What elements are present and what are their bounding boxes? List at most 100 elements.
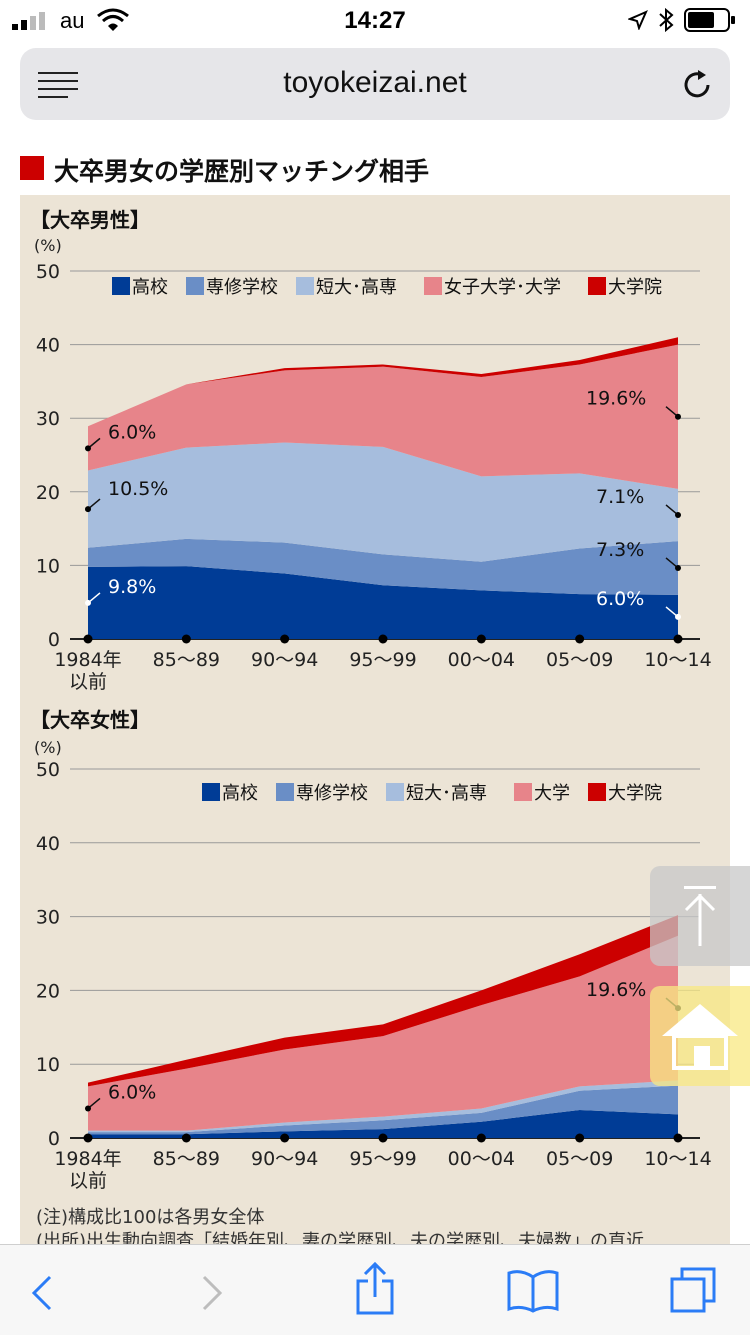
y-tick-label: 10	[36, 1054, 60, 1076]
chart-1: 【大卒女性】 (%) 0 10 20 30 40 50 1984年以前 85〜89 90〜94 95〜…	[30, 708, 712, 1192]
x-tick-line: 1984年	[54, 649, 121, 671]
legend-swatch	[386, 783, 404, 801]
y-tick-label: 30	[36, 408, 60, 430]
battery-icon	[684, 8, 735, 32]
x-tick-label: 90〜94	[251, 1148, 318, 1170]
status-time: 14:27	[344, 7, 406, 34]
share-icon[interactable]	[354, 1261, 396, 1317]
area-専修学校	[88, 538, 678, 595]
url-text[interactable]: toyokeizai.net	[283, 66, 467, 99]
annotation-label: 7.1%	[596, 486, 644, 508]
y-tick-label: 30	[36, 907, 60, 929]
y-tick-label: 0	[48, 1128, 60, 1150]
x-tick-line: 90〜94	[251, 1148, 318, 1170]
annotation-label: 6.0%	[108, 1081, 156, 1103]
address-bar[interactable]: toyokeizai.net	[20, 48, 730, 120]
y-tick-label: 50	[36, 261, 60, 283]
x-axis-dot	[476, 634, 486, 644]
x-tick-line: 10〜14	[644, 1148, 711, 1170]
annotation-dot	[85, 506, 91, 513]
x-tick-label: 1984年以前	[54, 1148, 121, 1192]
area-短大･高専	[88, 1080, 678, 1133]
y-tick-label: 20	[36, 980, 60, 1002]
x-tick-line: 90〜94	[251, 649, 318, 671]
legend-label: 専修学校	[296, 783, 368, 804]
carrier-label: au	[60, 8, 85, 33]
x-tick-label: 10〜14	[644, 1148, 711, 1170]
x-tick-line: 1984年	[54, 1148, 121, 1170]
browser-toolbar	[0, 1244, 750, 1335]
x-tick-line: 05〜09	[546, 1148, 613, 1170]
legend-label: 大学院	[608, 783, 662, 804]
annotation-label: 19.6%	[586, 979, 646, 1001]
annotation-label: 6.0%	[596, 588, 644, 610]
x-tick-line: 以前	[69, 671, 107, 693]
legend-swatch	[112, 277, 130, 295]
legend-swatch	[276, 783, 294, 801]
forward-chevron-icon[interactable]	[196, 1273, 226, 1313]
back-chevron-icon[interactable]	[28, 1273, 58, 1313]
x-axis-dot	[673, 634, 683, 644]
y-unit-label: (%)	[34, 236, 62, 255]
y-tick-label: 40	[36, 335, 60, 357]
y-tick-label: 50	[36, 759, 60, 781]
x-tick-line: 85〜89	[153, 1148, 220, 1170]
x-tick-label: 00〜04	[448, 649, 515, 671]
x-tick-label: 85〜89	[153, 649, 220, 671]
area-高校	[88, 566, 678, 639]
reload-icon[interactable]	[680, 68, 714, 102]
legend-label: 高校	[222, 783, 258, 804]
signal-icon	[12, 12, 45, 30]
x-tick-line: 95〜99	[349, 1148, 416, 1170]
x-tick-label: 1984年以前	[54, 649, 121, 693]
annotation-dot	[85, 599, 91, 606]
y-unit-label: (%)	[34, 738, 62, 757]
annotation-dot	[675, 413, 681, 420]
annotation-label: 6.0%	[108, 421, 156, 443]
x-axis-dot	[83, 1133, 93, 1143]
annotation-label: 9.8%	[108, 576, 156, 598]
legend-label: 女子大学･大学	[444, 277, 561, 298]
area-大学院	[88, 915, 678, 1087]
x-tick-line: 10〜14	[644, 649, 711, 671]
scroll-top-button[interactable]	[650, 866, 750, 966]
wifi-icon	[97, 8, 129, 31]
annotation-dot	[675, 613, 681, 620]
chart-source: (出所)出生動向調査「結婚年別、妻の学歴別、夫の学歴別、夫婦数」の直近	[36, 1231, 644, 1245]
x-tick-line: 00〜04	[448, 1148, 515, 1170]
area-女子大学･大学	[88, 344, 678, 489]
home-button[interactable]	[650, 986, 750, 1086]
bluetooth-icon	[659, 8, 674, 32]
chart-title: 【大卒女性】	[30, 708, 150, 732]
y-tick-label: 20	[36, 482, 60, 504]
x-tick-label: 95〜99	[349, 1148, 416, 1170]
x-axis-dot	[83, 634, 93, 644]
legend-label: 大学院	[608, 277, 662, 298]
tabs-icon[interactable]	[668, 1265, 718, 1315]
legend-label: 専修学校	[206, 277, 278, 298]
annotation-dot	[675, 564, 681, 571]
x-axis-dot	[575, 1133, 585, 1143]
x-axis-dot	[378, 634, 388, 644]
location-icon	[628, 10, 648, 30]
legend-swatch	[588, 277, 606, 295]
annotation-label: 7.3%	[596, 539, 644, 561]
x-tick-line: 00〜04	[448, 649, 515, 671]
area-専修学校	[88, 1085, 678, 1135]
annotation-dot	[85, 1105, 91, 1112]
bookmarks-book-icon[interactable]	[506, 1269, 560, 1313]
chart-title: 【大卒男性】	[30, 208, 150, 232]
annotation-dot	[85, 445, 91, 452]
annotation-label: 19.6%	[586, 388, 646, 410]
x-tick-label: 00〜04	[448, 1148, 515, 1170]
area-短大･高専	[88, 442, 678, 562]
x-axis-dot	[181, 634, 191, 644]
x-tick-line: 95〜99	[349, 649, 416, 671]
chart-0: 【大卒男性】 (%) 0 10 20 30 40 50 1984年以前 85〜89 90〜94 95〜…	[30, 208, 712, 693]
legend-label: 大学	[534, 783, 570, 804]
legend-swatch	[296, 277, 314, 295]
menu-lines-icon[interactable]	[38, 70, 80, 100]
scroll-top-icon	[684, 886, 716, 946]
legend-label: 短大･高専	[406, 783, 487, 804]
